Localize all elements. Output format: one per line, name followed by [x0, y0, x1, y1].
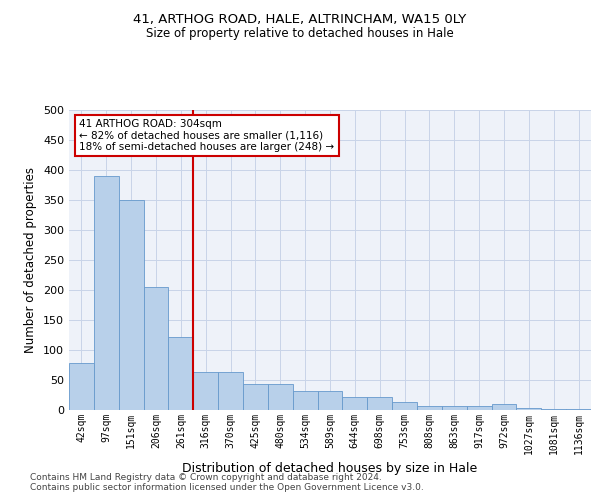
Text: Contains HM Land Registry data © Crown copyright and database right 2024.: Contains HM Land Registry data © Crown c… [30, 473, 382, 482]
Bar [293, 391, 317, 410]
Bar [491, 404, 517, 410]
Bar [193, 372, 218, 410]
Bar [169, 337, 193, 410]
Bar [517, 408, 541, 410]
Text: 41, ARTHOG ROAD, HALE, ALTRINCHAM, WA15 0LY: 41, ARTHOG ROAD, HALE, ALTRINCHAM, WA15 … [133, 12, 467, 26]
Bar [467, 406, 491, 410]
Text: Size of property relative to detached houses in Hale: Size of property relative to detached ho… [146, 28, 454, 40]
Bar [541, 409, 566, 410]
Bar [243, 384, 268, 410]
Bar [343, 397, 367, 410]
Bar [143, 287, 169, 410]
Text: 41 ARTHOG ROAD: 304sqm
← 82% of detached houses are smaller (1,116)
18% of semi-: 41 ARTHOG ROAD: 304sqm ← 82% of detached… [79, 119, 335, 152]
Bar [94, 176, 119, 410]
Bar [392, 402, 417, 410]
Bar [367, 397, 392, 410]
Bar [442, 406, 467, 410]
Bar [417, 406, 442, 410]
Text: Contains public sector information licensed under the Open Government Licence v3: Contains public sector information licen… [30, 483, 424, 492]
Bar [69, 363, 94, 410]
Bar [268, 384, 293, 410]
Bar [218, 372, 243, 410]
Bar [317, 391, 343, 410]
X-axis label: Distribution of detached houses by size in Hale: Distribution of detached houses by size … [182, 462, 478, 475]
Y-axis label: Number of detached properties: Number of detached properties [25, 167, 37, 353]
Bar [119, 200, 143, 410]
